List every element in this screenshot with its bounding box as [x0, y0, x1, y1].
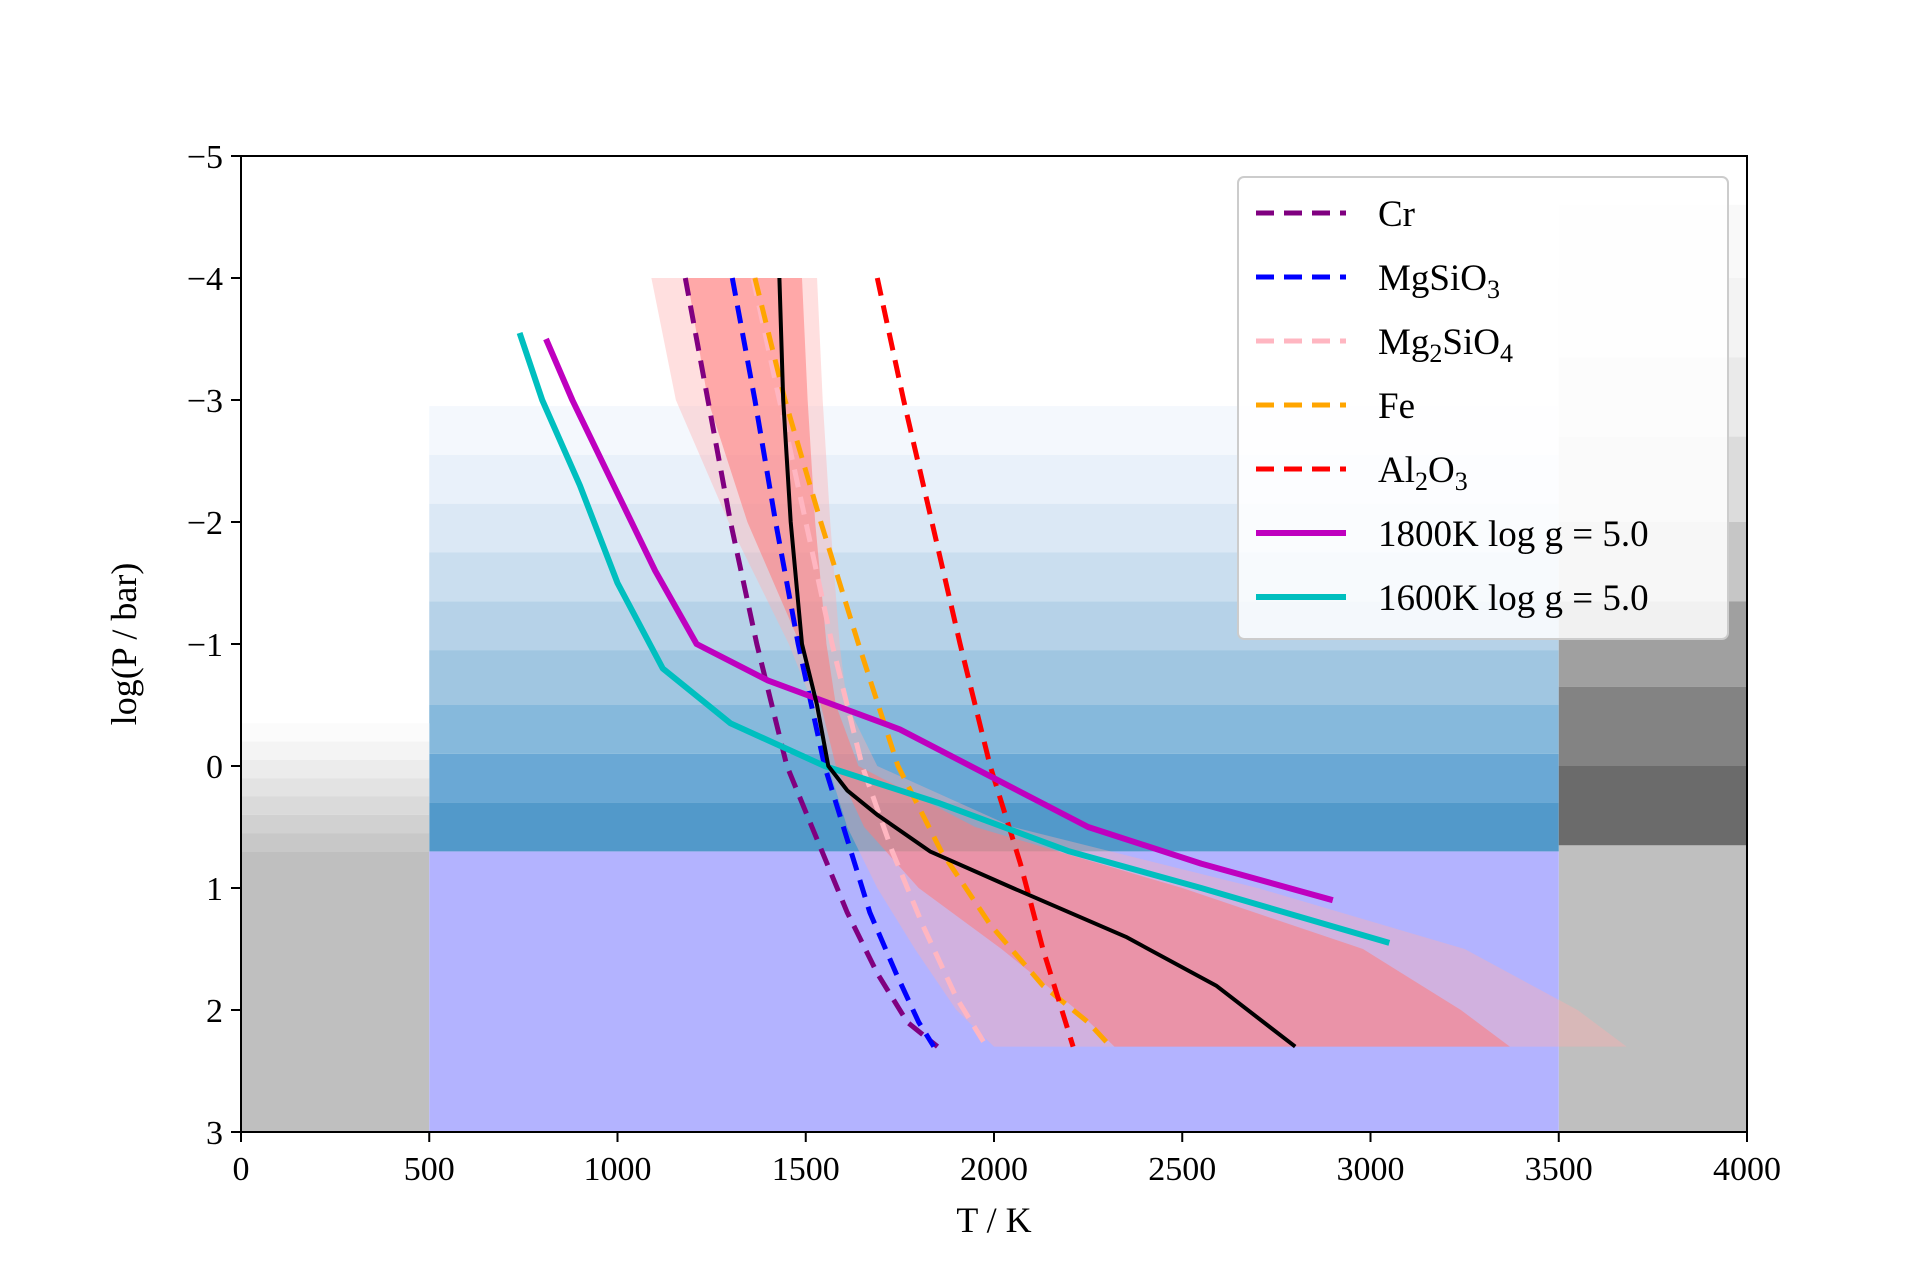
y-axis-label: log(P / bar): [104, 563, 144, 726]
series-line-1800k-log-g-5-0: [543, 337, 1334, 904]
y-tick-label: −3: [187, 383, 223, 420]
x-tick-label: 500: [404, 1151, 455, 1188]
series-line-profile: [777, 277, 1297, 1049]
x-tick-label: 1000: [584, 1151, 652, 1188]
legend-label: 1600K log g = 5.0: [1378, 578, 1649, 619]
right-gray-band: [1558, 686, 1747, 766]
series-line-cr: [682, 277, 940, 1049]
x-tick-label: 3500: [1525, 1151, 1593, 1188]
x-tick-label: 3000: [1337, 1151, 1405, 1188]
legend-label: Mg2SiO4: [1378, 322, 1513, 368]
y-tick-label: 2: [206, 993, 223, 1030]
x-tick-label: 0: [233, 1151, 250, 1188]
y-tick-label: −4: [187, 261, 223, 298]
gray-region: [241, 851, 430, 1132]
legend-label: 1800K log g = 5.0: [1378, 514, 1649, 555]
blue-band: [429, 650, 1559, 705]
y-tick-label: 0: [206, 749, 223, 786]
legend-box: [1237, 176, 1729, 640]
series-line-mgsio-: [729, 277, 936, 1048]
left-gray-band: [241, 833, 430, 852]
left-gray-band: [241, 741, 430, 760]
y-tick-label: −1: [187, 627, 223, 664]
left-gray-band: [241, 814, 430, 834]
legend-label: Cr: [1378, 194, 1415, 235]
left-gray-band: [241, 778, 430, 797]
y-tick-label: 3: [206, 1115, 223, 1152]
legend-label: Al2O3: [1378, 450, 1468, 496]
x-tick-label: 2000: [960, 1151, 1028, 1188]
left-gray-band: [241, 759, 430, 779]
legend: Cr MgSiO3 Mg2SiO4 Fe Al2O3 1800K log g = 5.0 1…: [1237, 176, 1729, 640]
x-tick-label: 4000: [1713, 1151, 1781, 1188]
y-tick-label: 1: [206, 871, 223, 908]
gray-region: [1558, 845, 1747, 1132]
right-gray-band: [1558, 766, 1747, 846]
blue-band: [429, 705, 1559, 754]
y-tick-label: −5: [187, 139, 223, 176]
x-tick-label: 1500: [772, 1151, 840, 1188]
x-tick-label: 2500: [1148, 1151, 1216, 1188]
x-axis-label: T / K: [956, 1200, 1031, 1240]
series-lines: [516, 277, 1391, 1049]
legend-label: Fe: [1378, 386, 1415, 427]
y-tick-label: −2: [187, 505, 223, 542]
series-line-al-o-: [874, 277, 1076, 1048]
axis-ticks: 0 500 1000 1500 2000 2500 3000 3500 4000 −5 −4 −3 −2…: [187, 139, 1781, 1188]
left-gray-band: [241, 796, 430, 815]
legend-label: MgSiO3: [1378, 258, 1500, 304]
series-line-1600k-log-g-5-0: [516, 331, 1391, 946]
left-gray-band: [241, 723, 430, 742]
